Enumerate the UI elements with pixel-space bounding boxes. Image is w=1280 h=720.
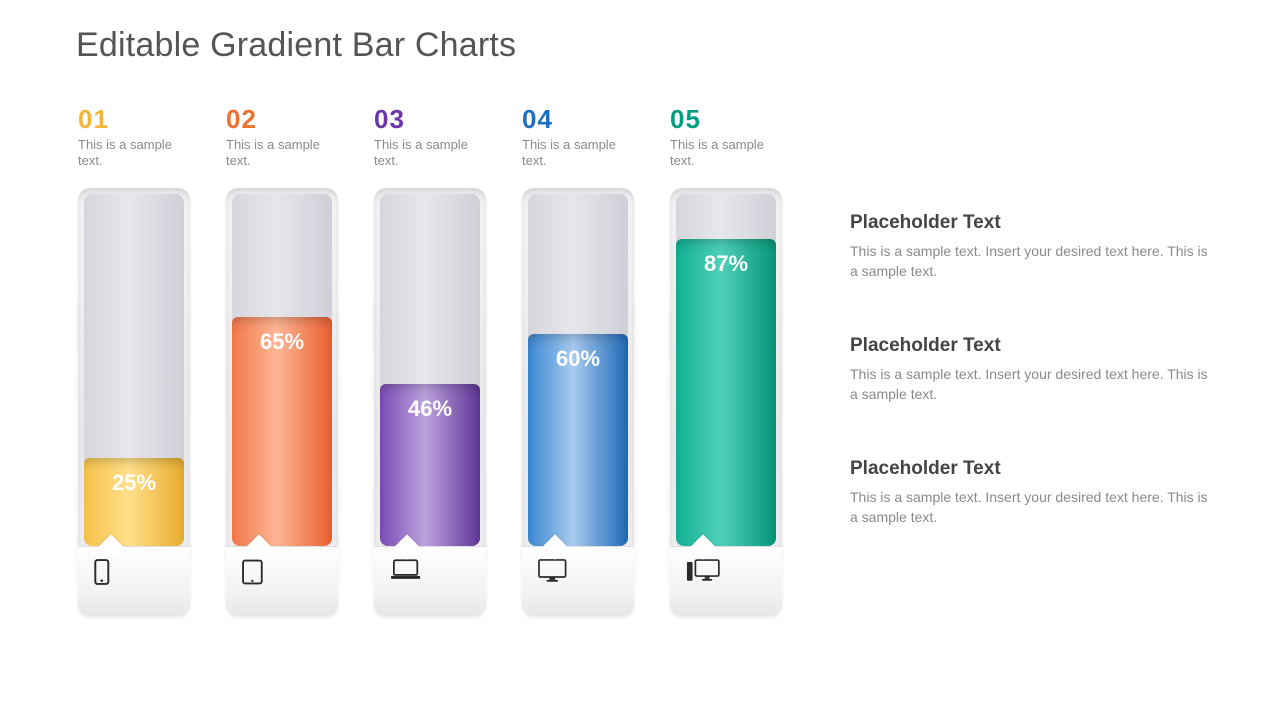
bar-percent-label: 65% [232, 329, 332, 355]
laptop-icon [390, 559, 421, 581]
bar-chart: 01This is a sample text.25%02This is a s… [78, 104, 782, 616]
bar-track: 46% [380, 194, 480, 546]
placeholder-block: Placeholder Text This is a sample text. I… [850, 458, 1210, 527]
desktop-icon [686, 559, 720, 584]
tablet-icon [242, 559, 263, 585]
bar-column: 01This is a sample text. 25% [78, 104, 190, 616]
bar-track: 65% [232, 194, 332, 546]
placeholder-block: Placeholder Text This is a sample text. I… [850, 212, 1210, 281]
bar-column: 02This is a sample text. 65% [226, 104, 338, 616]
bar-number: 05 [670, 104, 782, 135]
phone-icon [94, 559, 110, 585]
bar-pill: 60% [522, 188, 634, 616]
bar-caption: This is a sample text. [78, 137, 190, 170]
bar-fill: 46% [380, 384, 480, 546]
bar-caption: This is a sample text. [522, 137, 634, 170]
bar-track: 87% [676, 194, 776, 546]
placeholder-body: This is a sample text. Insert your desir… [850, 242, 1210, 281]
bar-pill: 65% [226, 188, 338, 616]
monitor-icon [538, 559, 567, 584]
bar-number: 03 [374, 104, 486, 135]
bar-column: 03This is a sample text. 46% [374, 104, 486, 616]
bar-fill: 25% [84, 458, 184, 546]
placeholder-title: Placeholder Text [850, 212, 1210, 234]
placeholder-title: Placeholder Text [850, 335, 1210, 357]
bar-track: 60% [528, 194, 628, 546]
bar-percent-label: 46% [380, 396, 480, 422]
bar-track: 25% [84, 194, 184, 546]
placeholder-title: Placeholder Text [850, 458, 1210, 480]
bar-pill: 87% [670, 188, 782, 616]
bar-percent-label: 87% [676, 251, 776, 277]
bar-footer [374, 546, 486, 616]
bar-pill: 25% [78, 188, 190, 616]
bar-percent-label: 25% [84, 470, 184, 496]
bar-fill: 60% [528, 334, 628, 545]
bar-caption: This is a sample text. [374, 137, 486, 170]
placeholder-body: This is a sample text. Insert your desir… [850, 488, 1210, 527]
bar-footer [226, 546, 338, 616]
bar-caption: This is a sample text. [226, 137, 338, 170]
bar-pill: 46% [374, 188, 486, 616]
placeholder-block: Placeholder Text This is a sample text. I… [850, 335, 1210, 404]
bar-footer [78, 546, 190, 616]
bar-number: 01 [78, 104, 190, 135]
bar-fill: 65% [232, 317, 332, 546]
bar-column: 05This is a sample text. 87% [670, 104, 782, 616]
bar-fill: 87% [676, 239, 776, 545]
side-text-column: Placeholder Text This is a sample text. I… [850, 212, 1210, 528]
page-title: Editable Gradient Bar Charts [76, 26, 516, 65]
bar-percent-label: 60% [528, 346, 628, 372]
bar-caption: This is a sample text. [670, 137, 782, 170]
bar-number: 04 [522, 104, 634, 135]
placeholder-body: This is a sample text. Insert your desir… [850, 365, 1210, 404]
bar-footer [522, 546, 634, 616]
bar-number: 02 [226, 104, 338, 135]
bar-footer [670, 546, 782, 616]
bar-column: 04This is a sample text. 60% [522, 104, 634, 616]
